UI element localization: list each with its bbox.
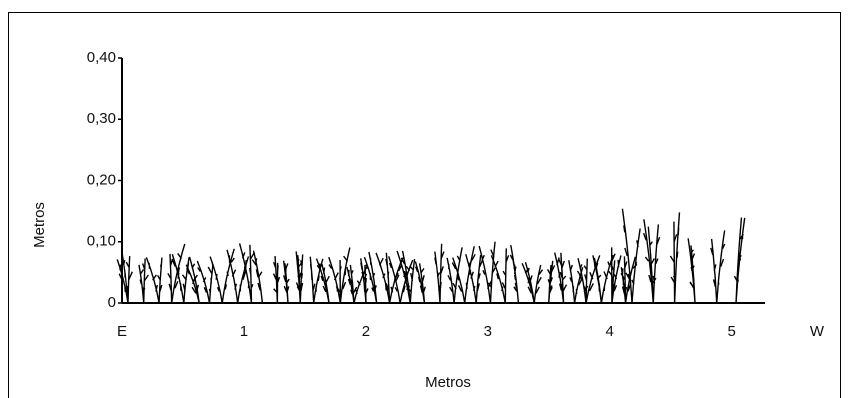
plant [138, 258, 149, 304]
plant [687, 238, 696, 304]
plant [607, 247, 622, 304]
plant [167, 243, 186, 304]
plant [446, 247, 463, 304]
plant [733, 217, 746, 304]
y-axis-label: Metros [31, 202, 48, 248]
plant [295, 251, 304, 304]
y-tick-label: 0,20 [87, 171, 116, 188]
plant [434, 243, 445, 304]
plant [328, 247, 351, 304]
y-tick-label: 0,30 [87, 110, 116, 127]
plant [375, 252, 403, 304]
x-tick-label: 5 [727, 323, 735, 340]
x-tick-label: 4 [606, 323, 614, 340]
plant [414, 261, 426, 304]
y-tick-label: 0,40 [87, 49, 116, 66]
plant [710, 230, 726, 304]
plant [621, 208, 641, 304]
x-tick-label: E [117, 323, 127, 340]
plant [251, 250, 264, 304]
plant [669, 212, 681, 304]
plant [363, 251, 378, 304]
plant [554, 252, 568, 304]
x-axis-label: Metros [425, 374, 471, 391]
y-tick-label: 0,10 [87, 233, 116, 250]
x-tick-label: 2 [362, 323, 370, 340]
plant [620, 256, 638, 304]
plant [465, 253, 484, 304]
x-tick-label: 1 [240, 323, 248, 340]
frame [8, 12, 841, 398]
y-tick-label: 0 [108, 294, 116, 311]
x-tick-label: 3 [484, 323, 492, 340]
plant [145, 257, 163, 304]
plant [568, 260, 584, 304]
plant [490, 248, 510, 304]
plant [388, 256, 414, 304]
plant [282, 260, 290, 304]
plant [226, 249, 250, 304]
x-tick-label: W [810, 323, 825, 340]
plant [209, 248, 235, 304]
plants [116, 208, 746, 304]
plant [272, 256, 281, 304]
plant [577, 255, 601, 304]
plant [396, 250, 416, 304]
plant [116, 252, 133, 304]
plant [238, 243, 255, 304]
plant [171, 254, 190, 304]
plant [196, 260, 214, 304]
plant [315, 258, 330, 304]
plant [642, 219, 661, 304]
plant [546, 260, 556, 304]
plant [309, 256, 324, 304]
plant [185, 256, 200, 304]
plant [509, 244, 520, 304]
plant [521, 262, 544, 304]
plant [360, 258, 369, 304]
plant [346, 264, 368, 304]
plant [478, 241, 496, 304]
plant [592, 254, 614, 304]
